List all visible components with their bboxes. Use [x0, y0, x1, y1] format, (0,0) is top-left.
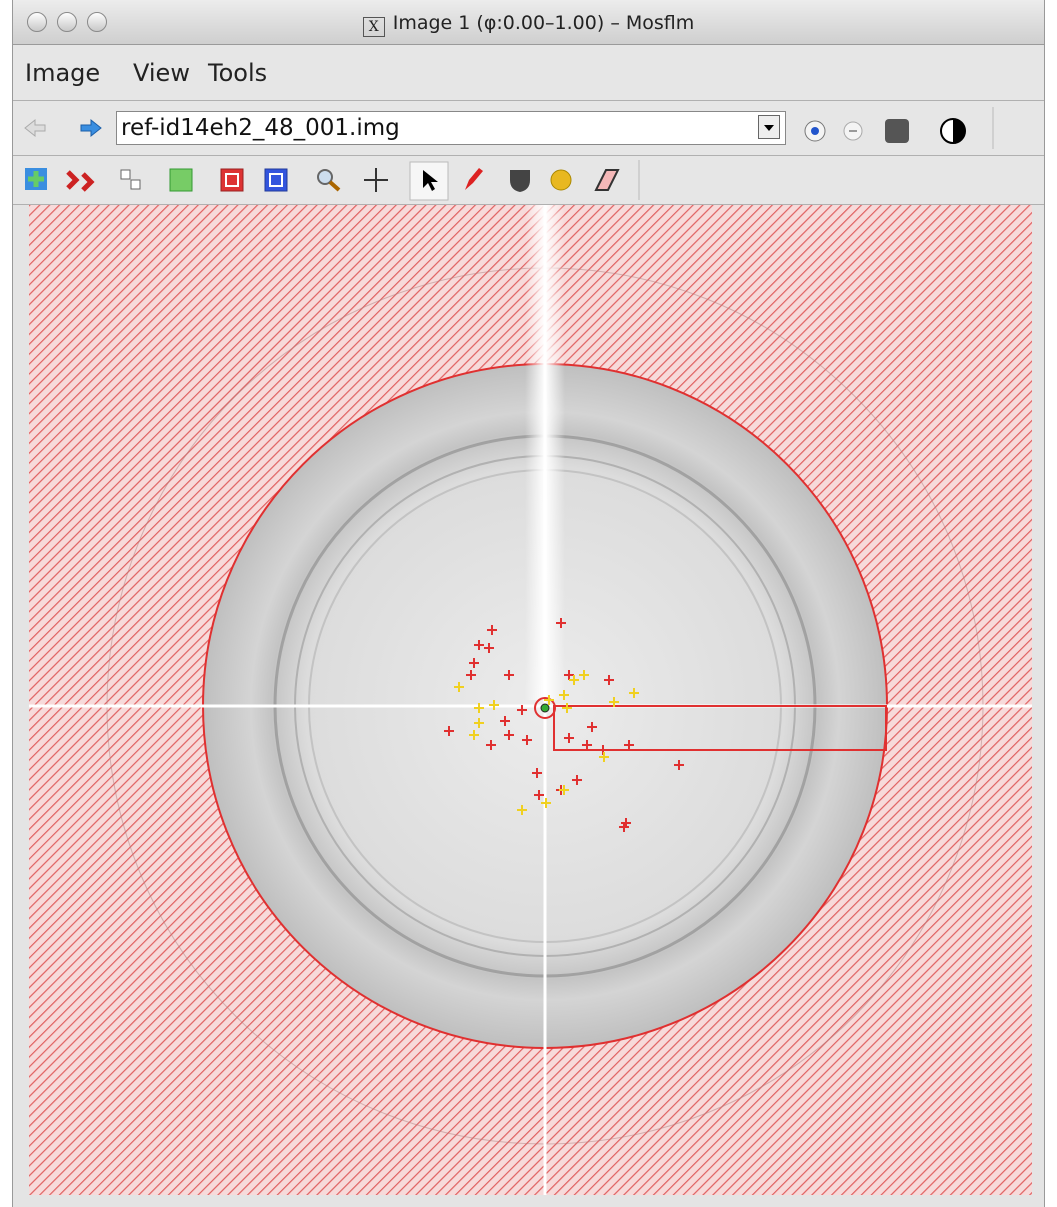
menu-bar: Image View Tools [13, 45, 1044, 101]
window: X Image 1 (φ:0.00–1.00) – Mosflm Image Vi… [12, 0, 1045, 1207]
pencil-tool[interactable] [465, 168, 483, 190]
diffraction-image [29, 205, 1032, 1195]
title-bar: X Image 1 (φ:0.00–1.00) – Mosflm [13, 0, 1044, 45]
split-tool[interactable] [121, 170, 130, 179]
mask-tool[interactable] [510, 170, 530, 192]
file-toolbar: ref-id14eh2_48_001.img [13, 101, 1044, 156]
menu-item[interactable]: Image [25, 59, 100, 87]
green-tool[interactable] [170, 169, 192, 191]
dropdown-arrow [759, 116, 779, 138]
eraser-tool[interactable] [596, 170, 618, 190]
magnify-handle [330, 182, 339, 190]
x-icon: X [363, 17, 385, 37]
tool-icons [13, 156, 1046, 204]
fit-button[interactable] [885, 119, 909, 143]
window-title-row: X Image 1 (φ:0.00–1.00) – Mosflm [13, 12, 1044, 37]
magnify-tool[interactable] [318, 170, 332, 184]
back-button[interactable] [25, 120, 45, 136]
red-tool[interactable] [221, 169, 243, 191]
spots-tool[interactable] [68, 172, 91, 190]
forward-button[interactable] [81, 120, 101, 136]
filename-field[interactable]: ref-id14eh2_48_001.img [116, 111, 786, 145]
beam-center [541, 704, 549, 712]
menu-item[interactable]: Tools [208, 59, 267, 87]
contrast-half [953, 119, 965, 143]
circle-tool[interactable] [551, 170, 571, 190]
arrow [764, 125, 774, 131]
page: X Image 1 (φ:0.00–1.00) – Mosflm Image Vi… [0, 0, 1057, 1207]
menu-item[interactable]: View [133, 59, 190, 87]
split-tool-b [131, 180, 140, 189]
pan-tool[interactable] [364, 168, 388, 192]
zoom-in-dot [811, 127, 819, 135]
dropdown-button[interactable] [758, 115, 780, 139]
tools-bar [13, 156, 1044, 205]
window-title: Image 1 (φ:0.00–1.00) – Mosflm [393, 12, 695, 34]
blue-tool[interactable] [265, 169, 287, 191]
